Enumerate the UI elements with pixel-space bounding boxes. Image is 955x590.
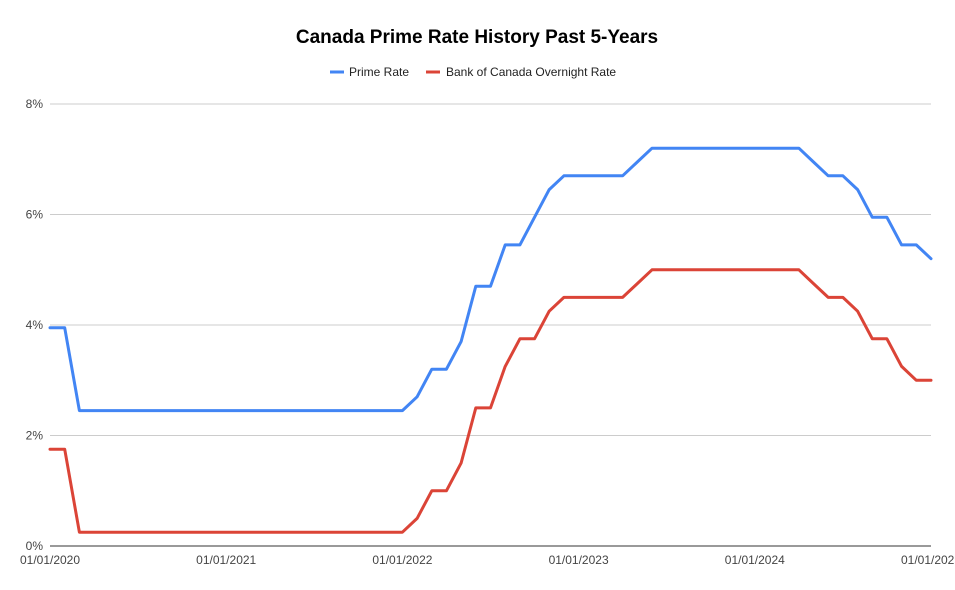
x-axis-ticks: 01/01/2020 01/01/2021 01/01/2022 01/01/2023… <box>20 553 955 567</box>
series-line-prime-rate <box>48 146 933 413</box>
y-tick-label: 4% <box>26 318 44 332</box>
x-tick-label: 01/01/2025 <box>901 553 955 567</box>
gridlines <box>50 103 931 436</box>
series-lines <box>48 146 933 534</box>
x-tick-label: 01/01/2022 <box>372 553 432 567</box>
chart-title: Canada Prime Rate History Past 5-Years <box>296 27 658 48</box>
legend-label-overnight-rate: Bank of Canada Overnight Rate <box>446 65 616 79</box>
y-tick-label: 0% <box>26 539 44 553</box>
y-axis-ticks: 0% 2% 4% 6% 8% <box>26 97 44 553</box>
x-tick-label: 01/01/2023 <box>549 553 609 567</box>
x-tick-label: 01/01/2020 <box>20 553 80 567</box>
y-tick-label: 8% <box>26 97 44 111</box>
legend-label-prime-rate: Prime Rate <box>349 65 409 79</box>
x-tick-label: 01/01/2021 <box>196 553 256 567</box>
legend: Prime Rate Bank of Canada Overnight Rate <box>330 65 616 79</box>
x-tick-label: 01/01/2024 <box>725 553 785 567</box>
series-line-overnight-rate <box>48 268 933 534</box>
y-tick-label: 2% <box>26 429 44 443</box>
y-tick-label: 6% <box>26 208 44 222</box>
